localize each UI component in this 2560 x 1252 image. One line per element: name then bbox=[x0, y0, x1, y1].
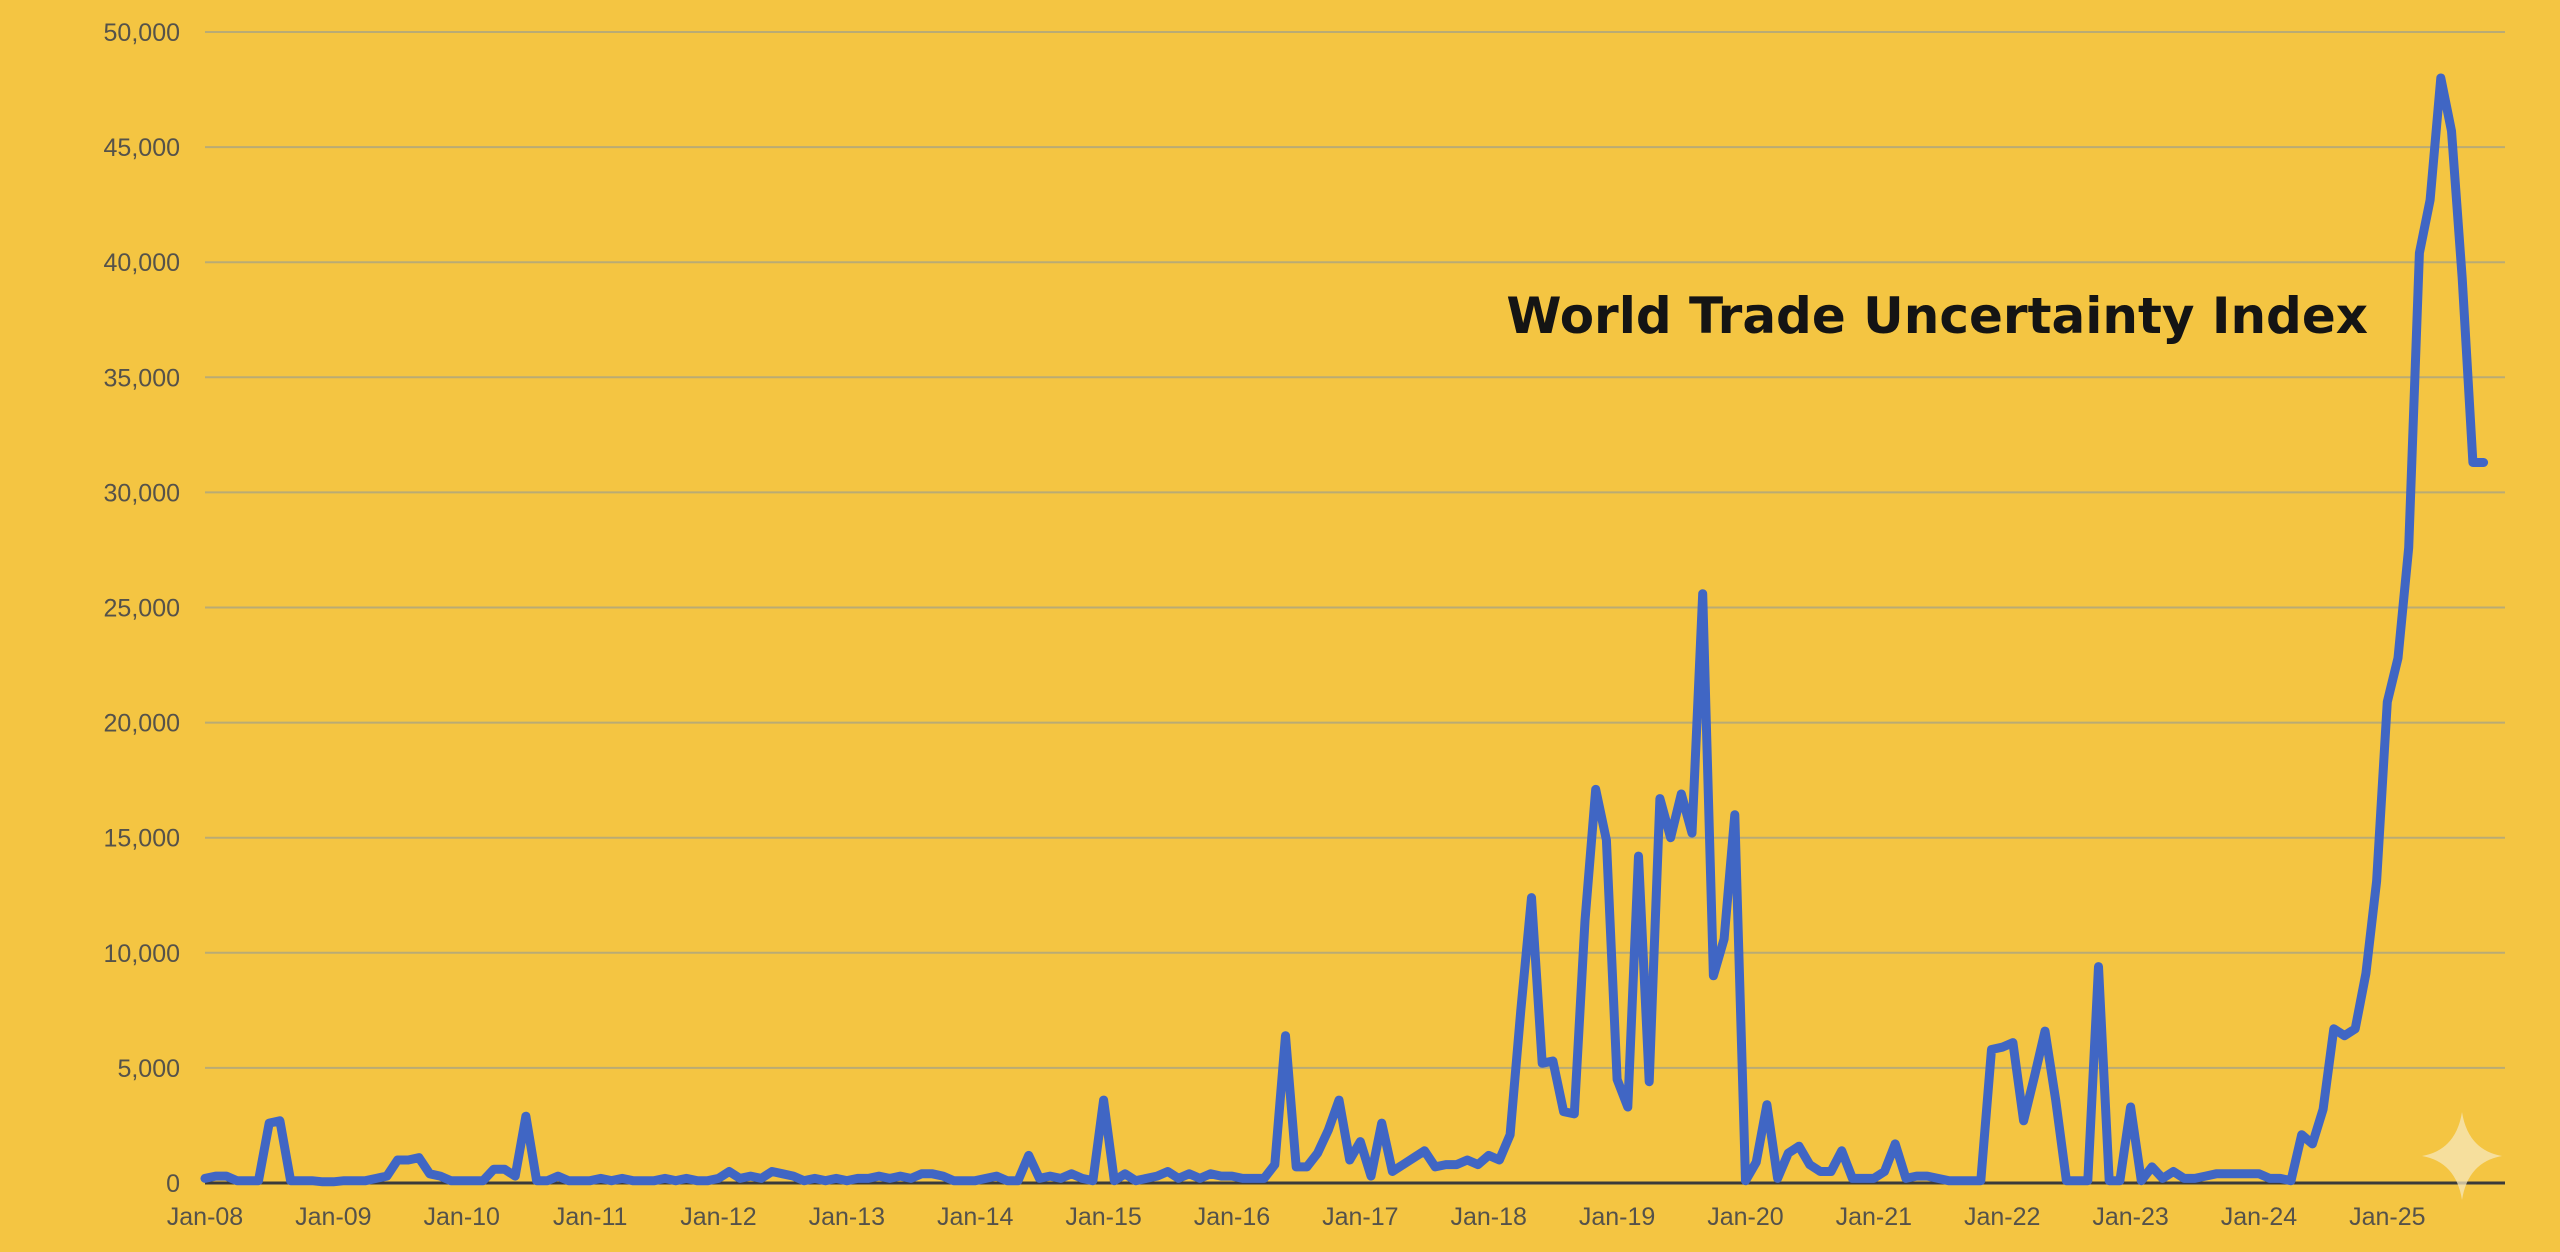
x-tick-label: Jan-22 bbox=[1964, 1203, 2040, 1231]
x-axis-ticks: Jan-08 Jan-09 Jan-10 Jan-11 Jan-12 Jan-13 Jan-… bbox=[167, 1203, 2426, 1231]
y-tick-label: 40,000 bbox=[104, 249, 180, 277]
x-tick-label: Jan-21 bbox=[1836, 1203, 1912, 1231]
y-tick-label: 25,000 bbox=[104, 595, 180, 623]
y-tick-label: 5,000 bbox=[117, 1055, 180, 1083]
sparkle-icon bbox=[2422, 1112, 2502, 1200]
x-tick-label: Jan-10 bbox=[424, 1203, 500, 1231]
x-tick-label: Jan-19 bbox=[1579, 1203, 1655, 1231]
x-tick-label: Jan-12 bbox=[680, 1203, 756, 1231]
x-tick-label: Jan-23 bbox=[2092, 1203, 2168, 1231]
gridlines bbox=[205, 31, 2505, 1069]
x-tick-label: Jan-24 bbox=[2221, 1203, 2298, 1231]
y-tick-label: 50,000 bbox=[104, 19, 180, 47]
y-tick-label: 35,000 bbox=[104, 364, 180, 392]
x-tick-label: Jan-11 bbox=[553, 1203, 628, 1231]
y-tick-label: 10,000 bbox=[104, 940, 180, 968]
x-tick-label: Jan-16 bbox=[1194, 1203, 1270, 1231]
y-tick-label: 30,000 bbox=[104, 479, 180, 507]
x-tick-label: Jan-08 bbox=[167, 1203, 243, 1231]
x-tick-label: Jan-18 bbox=[1450, 1203, 1526, 1231]
x-tick-label: Jan-09 bbox=[295, 1203, 371, 1231]
x-tick-label: Jan-25 bbox=[2349, 1203, 2425, 1231]
x-tick-label: Jan-17 bbox=[1322, 1203, 1398, 1231]
y-tick-label: 45,000 bbox=[104, 134, 180, 162]
series-line bbox=[200, 73, 2489, 1187]
y-tick-label: 20,000 bbox=[104, 710, 180, 738]
x-tick-label: Jan-20 bbox=[1707, 1203, 1783, 1231]
y-tick-label: 0 bbox=[166, 1170, 180, 1198]
x-tick-label: Jan-14 bbox=[937, 1203, 1014, 1231]
x-tick-label: Jan-13 bbox=[809, 1203, 885, 1231]
x-tick-label: Jan-15 bbox=[1065, 1203, 1141, 1231]
y-axis-ticks: 0 5,000 10,000 15,000 20,000 25,000 30,000 35,0… bbox=[104, 19, 180, 1198]
series-layer bbox=[200, 73, 2489, 1187]
y-tick-label: 15,000 bbox=[104, 825, 180, 853]
chart-title: World Trade Uncertainty Index bbox=[1506, 287, 2368, 345]
